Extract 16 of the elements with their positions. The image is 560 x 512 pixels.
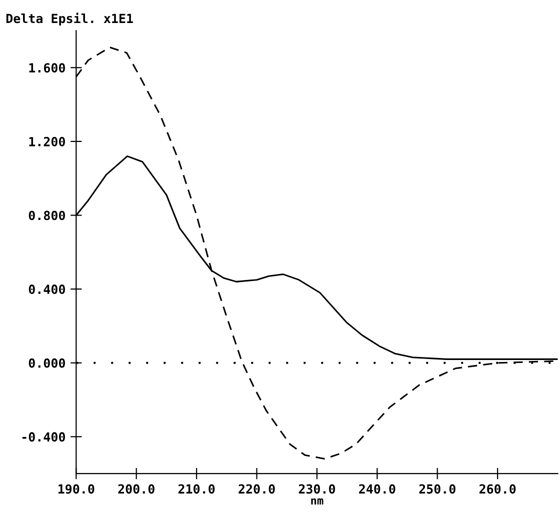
x-tick-label: 250.0 (419, 484, 456, 494)
x-tick-label: 220.0 (238, 484, 275, 494)
x-tick-label: 260.0 (479, 484, 516, 494)
y-tick-label: 1.200 (29, 136, 65, 146)
x-tick-label: 200.0 (118, 484, 154, 494)
y-tick-label: 0.400 (28, 284, 65, 294)
x-tick-label: 240.0 (359, 484, 396, 494)
x-tick-label: 230.0 (298, 484, 336, 494)
y-tick-label: -0.400 (22, 432, 65, 442)
x-tick-label: 210.0 (178, 484, 215, 494)
x-tick-label: 190.0 (58, 484, 94, 494)
y-tick-label: 1.600 (29, 63, 65, 73)
y-tick-label: 0.800 (28, 210, 65, 220)
y-axis-title: Delta Epsil. x1E1 (6, 12, 133, 26)
x-axis-title: nm (311, 498, 324, 505)
y-tick-label: 0.000 (28, 358, 65, 368)
